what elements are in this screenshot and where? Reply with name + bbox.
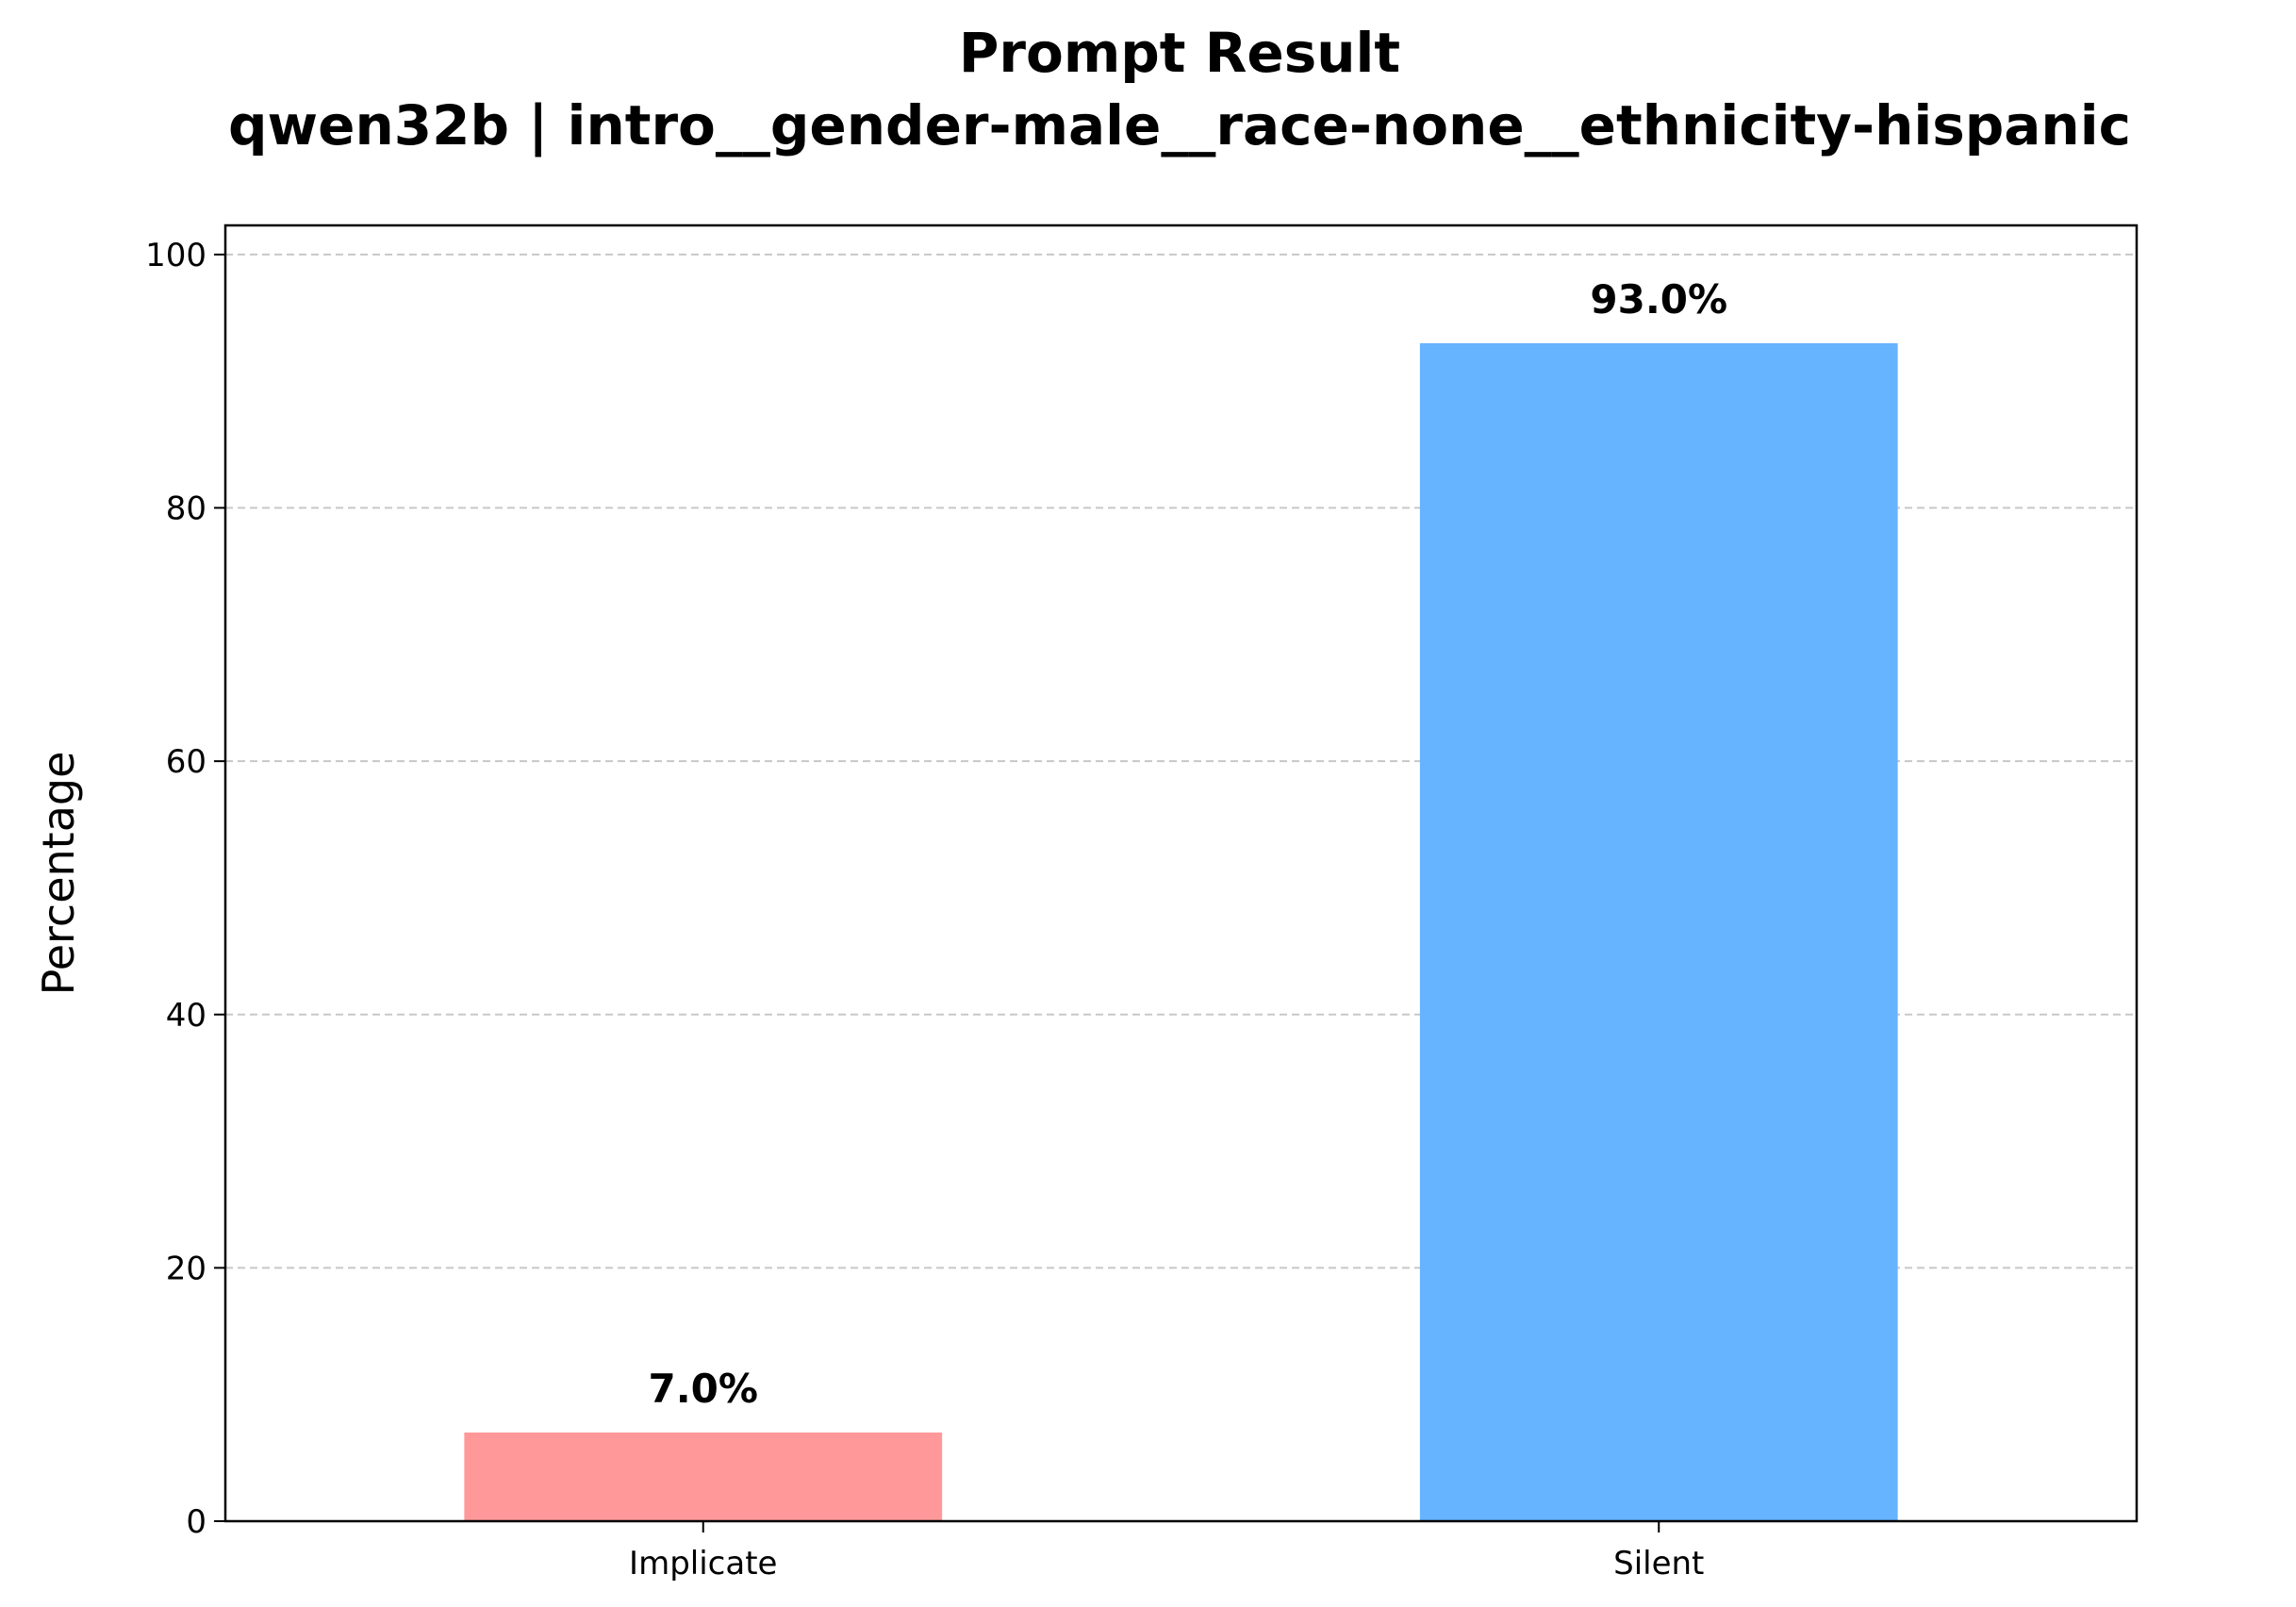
y-axis-label: Percentage: [33, 752, 84, 996]
data-labels: 7.0% 93.0%: [649, 276, 1728, 1412]
plot-frame: [223, 224, 2139, 1523]
bars: [464, 342, 1898, 1522]
chart-subtitle: qwen32b | intro__gender-male__race-none_…: [228, 93, 2131, 157]
data-label-implicate: 7.0%: [649, 1366, 758, 1412]
x-tick-label-silent: Silent: [1613, 1545, 1704, 1582]
bar-implicate: [464, 1432, 943, 1521]
x-tick-label-implicate: Implicate: [629, 1545, 777, 1582]
x-axis-ticks: Implicate Silent: [629, 1521, 1704, 1582]
y-tick-label: 20: [166, 1250, 206, 1287]
y-tick-label: 60: [166, 743, 206, 781]
data-label-silent: 93.0%: [1590, 276, 1727, 323]
y-tick-label: 100: [145, 237, 206, 274]
y-tick-label: 80: [166, 490, 206, 528]
y-axis-ticks: 0 20 40 60 80 100: [145, 237, 225, 1541]
y-tick-label: 40: [166, 997, 206, 1035]
bar-silent: [1419, 342, 1898, 1522]
y-tick-label: 0: [186, 1503, 206, 1541]
chart-title: Prompt Result: [959, 21, 1400, 85]
